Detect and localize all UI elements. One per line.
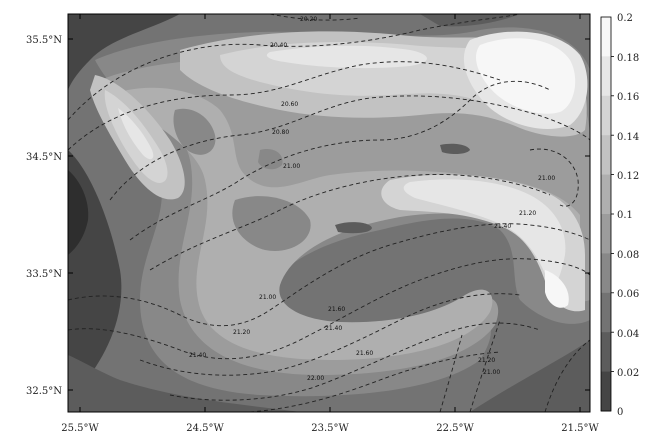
colorbar-swatch	[601, 56, 611, 97]
contour-label: 21.40	[325, 325, 342, 332]
isoline-2180	[169, 322, 541, 401]
latitude-labels: 35.5°N 34.5°N 33.5°N 32.5°N	[26, 35, 62, 397]
isoline-2200	[249, 351, 501, 412]
pocket-3	[335, 222, 372, 234]
isoline-2060	[68, 61, 501, 151]
contour-label: 21.20	[478, 357, 495, 364]
colorbar-swatch	[601, 214, 611, 254]
lat-tick-label: 35.5°N	[26, 35, 62, 46]
isoline-2100a	[129, 80, 551, 241]
contour-label: 21.20	[233, 329, 250, 336]
dark-region-se	[470, 340, 590, 412]
isoline-2100d	[544, 339, 590, 412]
colorbar-tick-label: 0.1	[617, 210, 633, 221]
lat-tick-label: 34.5°N	[26, 152, 62, 163]
colorbar-tick-label: 0.12	[617, 171, 639, 182]
lon-tick-label: 21.5°W	[561, 423, 599, 434]
colorbar-tick-label: 0.2	[617, 13, 633, 24]
colorbar-swatch	[601, 292, 611, 333]
isoline-2120	[68, 223, 590, 327]
colorbar-tick-label: 0.18	[617, 53, 639, 64]
contour-label: 20.40	[270, 42, 287, 49]
contour-label: 21.00	[283, 163, 300, 170]
isoline-2100b	[149, 174, 551, 271]
ne-maximum	[476, 38, 576, 114]
darkest-region-w	[68, 170, 89, 255]
longitude-labels: 25.5°W 24.5°W 23.5°W 22.5°W 21.5°W	[61, 423, 599, 434]
contour-label: 21.60	[328, 306, 345, 313]
nw-ridge-core	[118, 108, 154, 160]
dark-region-n	[420, 14, 520, 27]
contour-label: 22.00	[307, 375, 324, 382]
pocket-4	[440, 143, 470, 155]
plot-frame	[67, 13, 591, 413]
contour-labels: 20.20 20.40 20.60 20.80 21.00 21.00 21.2…	[189, 16, 555, 382]
contour-label: 21.60	[356, 350, 373, 357]
colorbar-tick-label: 0.04	[617, 329, 639, 340]
colorbar-tick-label: 0.02	[617, 368, 639, 379]
lon-tick-label: 23.5°W	[311, 423, 349, 434]
colorbar-tick-label: 0.14	[617, 132, 639, 143]
pocket-5	[258, 149, 283, 170]
contour-label: 20.20	[300, 16, 317, 23]
isoline-2100c	[529, 148, 579, 207]
lat-tick-label: 32.5°N	[26, 386, 62, 397]
pocket-2	[232, 196, 311, 251]
contour-label: 21.40	[494, 223, 511, 230]
contour-label: 20.80	[272, 129, 289, 136]
isoline-2140b	[469, 319, 501, 412]
colorbar-swatch	[601, 371, 611, 412]
contour-label: 21.00	[483, 369, 500, 376]
isoline-2020	[269, 14, 361, 21]
dark-region-nw	[68, 14, 180, 90]
colorbar-swatch	[601, 253, 611, 294]
lat-tick-label: 33.5°N	[26, 269, 62, 280]
colorbar-swatch	[601, 332, 611, 373]
colorbar-labels: 0.2 0.18 0.16 0.14 0.12 0.1 0.08 0.06 0.…	[617, 13, 639, 418]
east-spot	[545, 270, 569, 308]
colorbar-tick-label: 0.08	[617, 250, 639, 261]
contour-label: 21.20	[519, 210, 536, 217]
dark-region-sw	[68, 355, 300, 412]
colorbar-swatch	[601, 174, 611, 215]
isoline-2160	[139, 293, 521, 376]
colorbar-swatch	[601, 135, 611, 176]
colorbar-swatch	[601, 95, 611, 136]
colorbar-swatch	[601, 17, 611, 57]
pocket-1	[173, 108, 216, 155]
isoline-2040	[68, 14, 521, 121]
contour-label: 21.00	[538, 175, 555, 182]
colorbar-tick-label: 0	[617, 407, 623, 418]
colorbar-swatches	[601, 17, 614, 412]
isoline-2080	[109, 95, 590, 201]
east-tongue-light	[403, 179, 566, 284]
axis-ticks	[68, 14, 590, 412]
lon-tick-label: 24.5°W	[186, 423, 224, 434]
lon-tick-label: 25.5°W	[61, 423, 99, 434]
contour-label: 20.60	[281, 101, 298, 108]
isoline-2140	[68, 258, 590, 360]
isoline-2120b	[439, 334, 463, 412]
colorbar: 0.2 0.18 0.16 0.14 0.12 0.1 0.08 0.06 0.…	[600, 13, 639, 418]
lon-tick-label: 22.5°W	[436, 423, 474, 434]
contour-label: 21.00	[259, 294, 276, 301]
colorbar-tick-label: 0.16	[617, 92, 639, 103]
filled-contours	[68, 14, 590, 412]
contour-label: 21.40	[189, 352, 206, 359]
colorbar-tick-label: 0.06	[617, 289, 639, 300]
colorbar-frame	[600, 16, 612, 412]
isolines	[68, 14, 590, 412]
